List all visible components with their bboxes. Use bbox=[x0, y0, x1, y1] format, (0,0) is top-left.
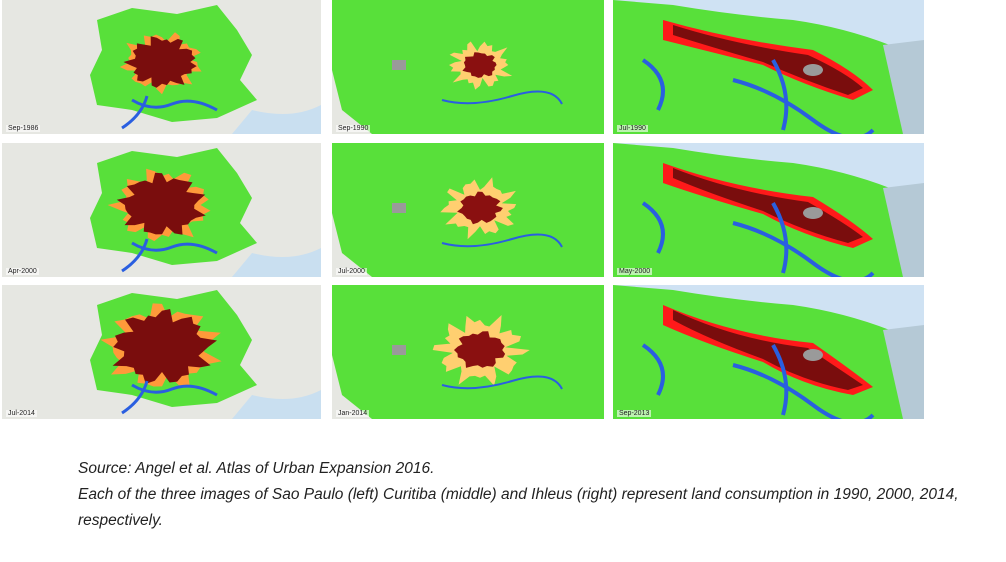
date-label: Apr-2000 bbox=[6, 268, 39, 275]
source-text: Source: Angel et al. Atlas of Urban Expa… bbox=[78, 460, 435, 477]
caption: Source: Angel et al. Atlas of Urban Expa… bbox=[78, 456, 993, 534]
date-label: Sep-2013 bbox=[617, 410, 652, 417]
map-panel: Jul-2014 bbox=[2, 285, 321, 419]
date-label: May-2000 bbox=[617, 268, 653, 275]
map-panel: Jul-1990 bbox=[613, 0, 924, 134]
date-label: Sep-1986 bbox=[6, 125, 41, 132]
map-panel: Sep-2013 bbox=[613, 285, 924, 419]
map-image bbox=[613, 285, 924, 419]
map-image bbox=[2, 143, 321, 277]
description-text: Each of the three images of Sao Paulo (l… bbox=[78, 486, 959, 529]
date-label: Jul-2014 bbox=[6, 410, 37, 417]
map-image bbox=[332, 0, 604, 134]
date-label: Jul-1990 bbox=[617, 125, 648, 132]
map-panel: May-2000 bbox=[613, 143, 924, 277]
map-image bbox=[2, 285, 321, 419]
map-panel: Jul-2000 bbox=[332, 143, 604, 277]
map-panel: Sep-1986 bbox=[2, 0, 321, 134]
date-label: Sep-1990 bbox=[336, 125, 371, 132]
map-image bbox=[613, 0, 924, 134]
date-label: Jul-2000 bbox=[336, 268, 367, 275]
map-panel: Apr-2000 bbox=[2, 143, 321, 277]
map-image bbox=[332, 143, 604, 277]
map-panel: Jan-2014 bbox=[332, 285, 604, 419]
date-label: Jan-2014 bbox=[336, 410, 370, 417]
map-image bbox=[2, 0, 321, 134]
map-panel: Sep-1990 bbox=[332, 0, 604, 134]
map-image bbox=[332, 285, 604, 419]
map-image bbox=[613, 143, 924, 277]
